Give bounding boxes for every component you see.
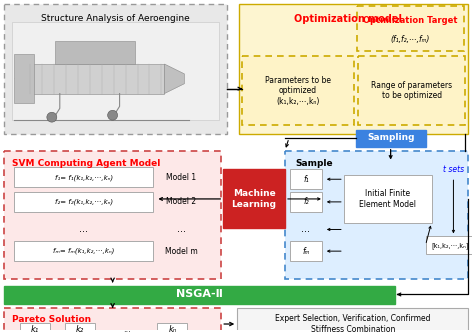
Bar bbox=[4, 4, 227, 134]
Text: f₂= f₂(k₁,k₂,⋯,kₙ): f₂= f₂(k₁,k₂,⋯,kₙ) bbox=[55, 199, 113, 205]
Bar bbox=[290, 241, 322, 261]
Text: Optimization model: Optimization model bbox=[294, 14, 402, 24]
Bar bbox=[237, 308, 468, 335]
Bar bbox=[14, 168, 154, 187]
Bar bbox=[285, 151, 468, 279]
Bar bbox=[358, 56, 465, 125]
Text: Initial Finite
Element Model: Initial Finite Element Model bbox=[359, 189, 416, 209]
Text: ...: ... bbox=[177, 224, 186, 234]
Text: [k₁,k₂,⋯,kₙ]: [k₁,k₂,⋯,kₙ] bbox=[432, 242, 469, 249]
Text: Parameters to be
optimized
(k₁,k₂,⋯,kₙ): Parameters to be optimized (k₁,k₂,⋯,kₙ) bbox=[265, 76, 331, 106]
Text: kₙ: kₙ bbox=[168, 325, 176, 334]
Bar bbox=[290, 170, 322, 189]
Text: SVM Computing Agent Model: SVM Computing Agent Model bbox=[12, 158, 160, 168]
Bar bbox=[14, 54, 34, 104]
Bar bbox=[4, 286, 395, 304]
Circle shape bbox=[108, 110, 118, 120]
Text: fₘ= fₘ(k₁,k₂,⋯,kₙ): fₘ= fₘ(k₁,k₂,⋯,kₙ) bbox=[53, 248, 114, 254]
Text: Sampling: Sampling bbox=[367, 133, 414, 142]
Bar bbox=[14, 192, 154, 212]
Bar bbox=[4, 151, 221, 279]
Text: (f₁,f₂,⋯,fₘ): (f₁,f₂,⋯,fₘ) bbox=[391, 35, 430, 44]
Text: Optimization Target: Optimization Target bbox=[364, 16, 458, 25]
Circle shape bbox=[47, 112, 57, 122]
Bar bbox=[290, 192, 322, 212]
Text: Range of parameters
to be optimized: Range of parameters to be optimized bbox=[371, 81, 452, 100]
Polygon shape bbox=[15, 64, 25, 93]
Text: k₂: k₂ bbox=[75, 325, 84, 334]
Text: ...: ... bbox=[79, 224, 88, 234]
Bar bbox=[344, 175, 431, 222]
Text: t sets: t sets bbox=[443, 165, 464, 174]
Bar bbox=[357, 6, 465, 51]
Text: f₂: f₂ bbox=[303, 197, 309, 206]
Text: Expert Selection, Verification, Confirmed
Stiffness Combination: Expert Selection, Verification, Confirme… bbox=[275, 314, 430, 334]
Bar bbox=[157, 323, 187, 335]
Text: NSGA-Ⅱ: NSGA-Ⅱ bbox=[176, 289, 223, 299]
Text: Machine
Learning: Machine Learning bbox=[232, 189, 277, 209]
Bar bbox=[55, 41, 135, 64]
Bar bbox=[426, 237, 474, 254]
Text: k₁: k₁ bbox=[31, 325, 39, 334]
Text: Model 1: Model 1 bbox=[166, 173, 196, 182]
Text: Model m: Model m bbox=[165, 247, 198, 256]
Text: ...: ... bbox=[301, 224, 310, 234]
Bar bbox=[223, 170, 285, 228]
Bar bbox=[12, 22, 219, 120]
Text: Sample: Sample bbox=[295, 158, 333, 168]
Bar bbox=[239, 4, 468, 134]
Text: fₘ: fₘ bbox=[302, 247, 310, 256]
Text: f₁: f₁ bbox=[303, 175, 309, 184]
Bar bbox=[14, 241, 154, 261]
Text: Model 2: Model 2 bbox=[166, 197, 196, 206]
Bar bbox=[242, 56, 354, 125]
Text: f₁= f₁(k₁,k₂,⋯,kₙ): f₁= f₁(k₁,k₂,⋯,kₙ) bbox=[55, 174, 113, 181]
Text: Structure Analysis of Aeroengine: Structure Analysis of Aeroengine bbox=[41, 14, 190, 23]
Bar bbox=[356, 130, 426, 147]
Bar bbox=[65, 323, 95, 335]
Polygon shape bbox=[164, 64, 184, 93]
Text: Pareto Solution: Pareto Solution bbox=[12, 315, 91, 324]
Text: ...: ... bbox=[124, 325, 131, 334]
Bar bbox=[4, 308, 221, 335]
Bar bbox=[20, 323, 50, 335]
Bar bbox=[25, 64, 164, 93]
